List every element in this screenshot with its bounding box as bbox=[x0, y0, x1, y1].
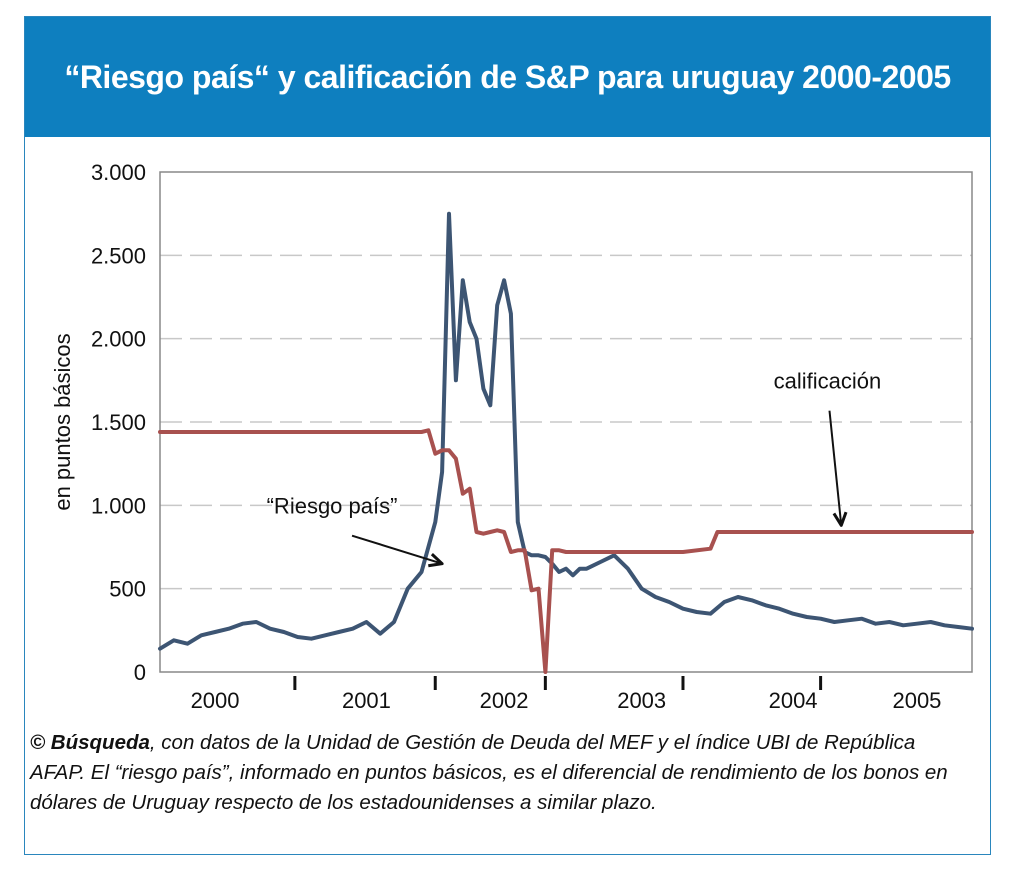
x-tick-label: 2002 bbox=[480, 688, 529, 713]
y-tick-label: 0 bbox=[134, 660, 146, 685]
x-tick-label: 2004 bbox=[769, 688, 818, 713]
caption-text: , con datos de la Unidad de Gestión de D… bbox=[30, 731, 948, 814]
y-tick-label: 1.000 bbox=[91, 493, 146, 518]
series bbox=[158, 211, 974, 674]
x-tick-label: 2005 bbox=[892, 688, 941, 713]
annotation-label: “Riesgo país” bbox=[267, 494, 398, 519]
annotation-arrowhead bbox=[832, 511, 848, 527]
y-tick-label: 500 bbox=[109, 577, 146, 602]
annotations: “Riesgo país” calificación bbox=[267, 369, 882, 568]
y-tick-label: 1.500 bbox=[91, 410, 146, 435]
annotation-label: calificación bbox=[774, 369, 882, 394]
annotation-arrow bbox=[351, 534, 443, 565]
source-caption: © Búsqueda, con datos de la Unidad de Ge… bbox=[30, 728, 950, 818]
y-tick-label: 2.500 bbox=[91, 243, 146, 268]
y-tick-label: 3.000 bbox=[91, 160, 146, 185]
annotation-arrow bbox=[828, 410, 843, 526]
x-tick-label: 2003 bbox=[617, 688, 666, 713]
x-tick-label: 2000 bbox=[191, 688, 240, 713]
title-banner: “Riesgo país“ y calificación de S&P para… bbox=[25, 17, 990, 137]
annotation-arrowhead bbox=[428, 553, 444, 568]
caption-source: © Búsqueda bbox=[30, 731, 150, 754]
x-tick-label: 2001 bbox=[342, 688, 391, 713]
y-tick-label: 2.000 bbox=[91, 327, 146, 352]
chart-title: “Riesgo país“ y calificación de S&P para… bbox=[64, 58, 951, 95]
y-axis-label: en puntos básicos bbox=[50, 333, 75, 510]
series-line bbox=[158, 211, 974, 651]
axes: 0 500 1.000 1.500 2.000 2.500 3.000 en puntos b… bbox=[50, 160, 973, 713]
series-line bbox=[158, 428, 974, 674]
plot-frame bbox=[159, 171, 973, 673]
chart-card: “Riesgo país“ y calificación de S&P para… bbox=[24, 16, 991, 855]
grid bbox=[160, 254, 972, 590]
